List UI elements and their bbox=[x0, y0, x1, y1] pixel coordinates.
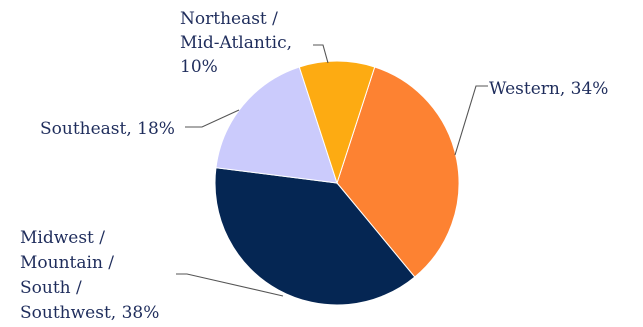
slice-label-midwest: Midwest / Mountain / South / Southwest, … bbox=[20, 228, 159, 323]
slice-label-southeast: Southeast, 18% bbox=[40, 119, 175, 139]
pie-slice-midwest bbox=[214, 167, 416, 306]
pie-slice-western bbox=[336, 66, 460, 278]
leader-line-western bbox=[454, 85, 488, 156]
pie-slice-southeast bbox=[215, 66, 338, 184]
leader-line-southeast bbox=[185, 109, 240, 128]
leader-lines bbox=[176, 44, 488, 297]
slice-label-western: Western, 34% bbox=[489, 79, 608, 99]
leader-line-northeast bbox=[313, 44, 329, 64]
pie-slices bbox=[214, 60, 460, 306]
slice-label-northeast: Northeast / Mid-Atlantic, 10% bbox=[180, 9, 297, 77]
pie-slice-northeast bbox=[298, 60, 376, 185]
leader-line-midwest bbox=[176, 273, 284, 297]
